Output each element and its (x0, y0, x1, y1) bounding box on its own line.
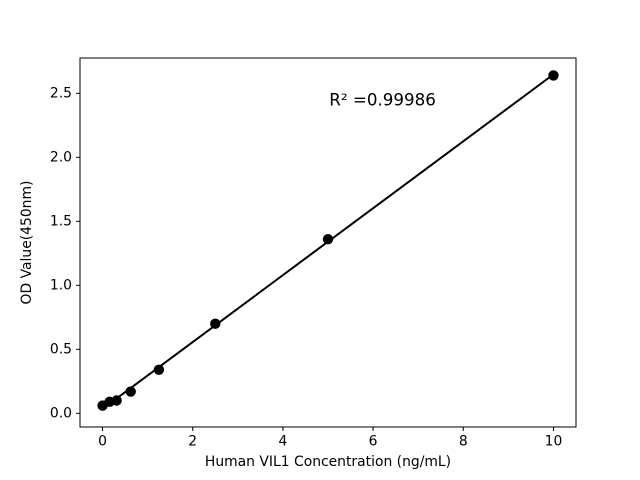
x-tick-label: 6 (369, 434, 378, 450)
data-point (322, 234, 334, 245)
data-point (153, 364, 165, 375)
x-tick-label: 2 (188, 434, 197, 450)
y-axis-label: OD Value(450nm) (19, 181, 35, 305)
data-point (548, 70, 559, 81)
data-point (210, 318, 221, 329)
y-tick-label: 2.5 (50, 85, 72, 101)
x-tick-label: 10 (545, 434, 563, 450)
y-tick-label: 0.5 (50, 341, 72, 357)
y-tick-label: 2.0 (50, 149, 72, 165)
y-tick-label: 0.0 (50, 405, 72, 421)
x-tick-label: 0 (98, 434, 107, 450)
data-point (111, 395, 122, 406)
x-tick-label: 8 (459, 434, 468, 450)
y-tick-label: 1.5 (50, 213, 72, 229)
y-tick-label: 1.0 (50, 277, 72, 293)
data-point (125, 386, 136, 397)
x-axis-label: Human VIL1 Concentration (ng/mL) (205, 454, 451, 470)
x-tick-label: 4 (278, 434, 287, 450)
plot-border (79, 57, 577, 428)
r-squared-annotation: R² =0.99986 (329, 90, 436, 110)
